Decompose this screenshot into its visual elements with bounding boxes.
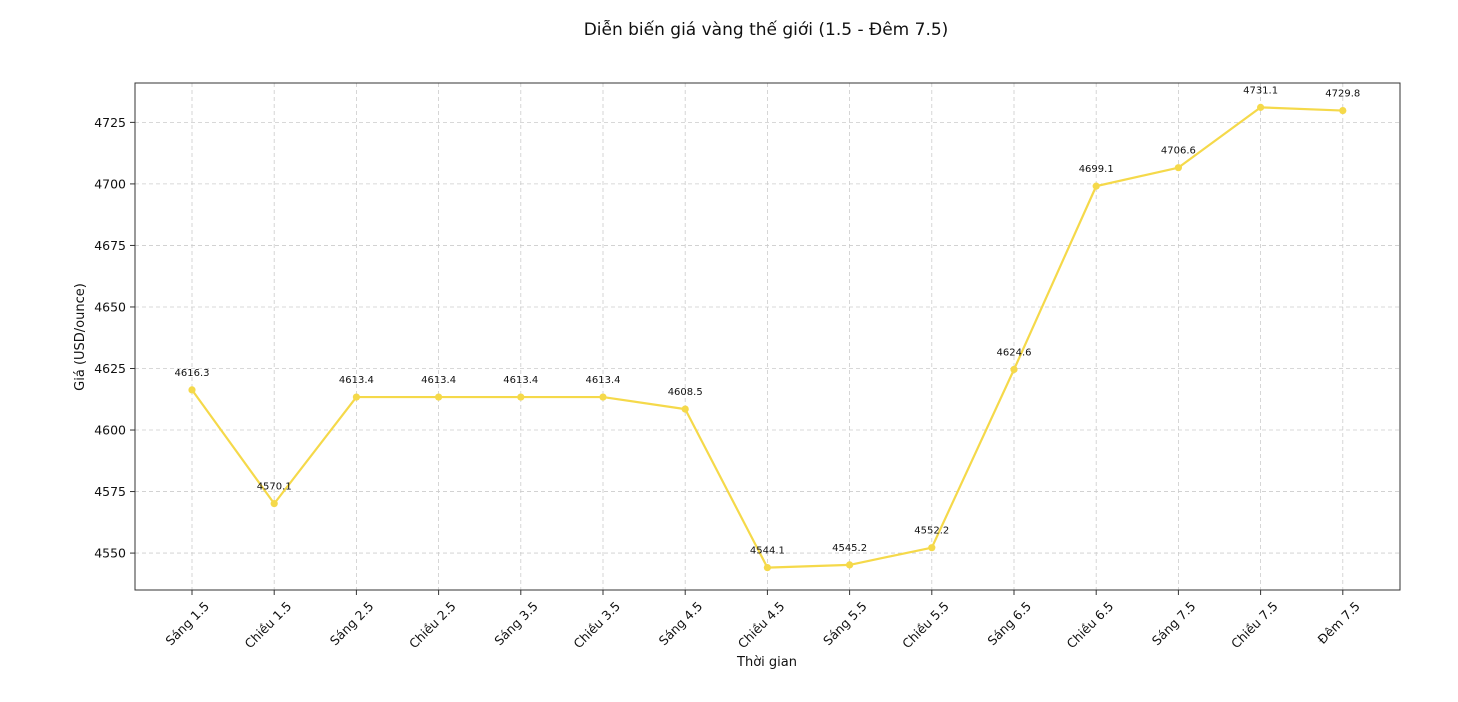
x-axis-label: Thời gian <box>736 655 797 670</box>
x-tick-label: Sáng 1.5 <box>162 599 212 649</box>
data-point <box>517 393 525 401</box>
x-tick-label: Chiều 2.5 <box>406 599 459 652</box>
x-tick-label: Sáng 2.5 <box>327 599 377 649</box>
x-tick-label: Sáng 5.5 <box>820 599 870 649</box>
chart-title: Diễn biến giá vàng thế giới (1.5 - Đêm 7… <box>584 19 949 40</box>
data-point <box>1092 182 1100 190</box>
data-label: 4613.4 <box>421 375 456 386</box>
x-tick-label: Chiều 7.5 <box>1228 599 1281 652</box>
x-tick-label: Chiều 6.5 <box>1064 599 1117 652</box>
y-tick-label: 4625 <box>94 361 126 376</box>
x-tick-label: Chiều 5.5 <box>899 599 952 652</box>
data-label: 4613.4 <box>586 375 621 386</box>
data-label: 4570.1 <box>257 482 292 493</box>
data-point <box>681 405 689 413</box>
data-point <box>599 393 607 401</box>
data-point <box>928 544 936 552</box>
data-point <box>846 561 854 569</box>
data-label: 4624.6 <box>997 347 1032 358</box>
data-label: 4616.3 <box>175 368 210 379</box>
data-labels: 4616.3 4570.1 4613.4 4613.4 4613.4 4613.4 4608… <box>175 85 1361 556</box>
data-label: 4552.2 <box>914 526 949 537</box>
y-tick-label: 4600 <box>94 423 126 438</box>
x-tick-label: Sáng 4.5 <box>656 599 706 649</box>
data-points <box>188 103 1347 572</box>
y-tick-label: 4700 <box>94 176 126 191</box>
x-axis-ticks: Sáng 1.5 Chiều 1.5 Sáng 2.5 Chiều 2.5 Sáng 3… <box>162 590 1363 651</box>
x-tick-label: Sáng 3.5 <box>491 599 541 649</box>
x-tick-label: Đêm 7.5 <box>1315 599 1363 647</box>
data-point <box>270 500 278 508</box>
data-point <box>1010 365 1018 374</box>
y-axis-ticks: 4550 4575 4600 4625 4650 4675 4700 4725 <box>94 115 135 561</box>
y-axis-label: Giá (USD/ounce) <box>73 283 88 391</box>
x-tick-label: Chiều 4.5 <box>735 599 788 652</box>
data-label: 4544.1 <box>750 546 785 557</box>
data-point <box>435 393 443 401</box>
data-point <box>352 393 360 401</box>
x-tick-label: Sáng 7.5 <box>1149 599 1199 649</box>
x-tick-label: Sáng 6.5 <box>984 599 1034 649</box>
data-point <box>763 564 772 572</box>
data-label: 4729.8 <box>1325 89 1360 100</box>
data-point <box>1174 164 1182 172</box>
x-tick-label: Chiều 3.5 <box>570 599 623 652</box>
y-tick-label: 4550 <box>94 546 126 561</box>
data-point <box>1257 103 1265 111</box>
data-label: 4731.1 <box>1243 85 1278 96</box>
data-label: 4613.4 <box>503 375 538 386</box>
data-label: 4699.1 <box>1079 164 1114 175</box>
data-point <box>1339 106 1347 115</box>
y-tick-label: 4675 <box>94 238 126 253</box>
data-label: 4608.5 <box>668 387 703 398</box>
data-label: 4545.2 <box>832 543 867 554</box>
data-point <box>188 386 196 394</box>
grid <box>135 83 1400 590</box>
data-label: 4613.4 <box>339 375 374 386</box>
y-tick-label: 4725 <box>94 115 126 130</box>
x-tick-label: Chiều 1.5 <box>242 599 295 652</box>
y-tick-label: 4575 <box>94 484 126 499</box>
y-tick-label: 4650 <box>94 299 126 314</box>
data-label: 4706.6 <box>1161 146 1196 157</box>
